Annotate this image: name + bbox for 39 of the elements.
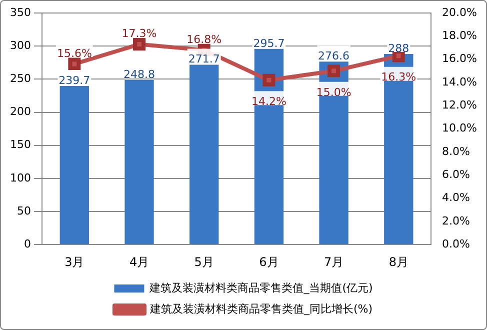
- y2-tick-label: 16.0%: [442, 52, 478, 66]
- data-label: 288: [388, 42, 410, 55]
- data-label: 276.6: [318, 49, 350, 62]
- data-label: 248.8: [124, 68, 156, 81]
- x-tick-label: 6月: [259, 254, 279, 269]
- data-label: 15.6%: [56, 46, 92, 60]
- y2-tick-label: 10.0%: [442, 122, 478, 135]
- y-tick-label: 0: [24, 237, 31, 250]
- data-label: 16.8%: [186, 32, 222, 46]
- x-tick-label: 3月: [64, 254, 84, 269]
- y-tick-label: 50: [16, 204, 31, 218]
- y-tick-label: 100: [10, 171, 31, 184]
- y2-tick-label: 4.0%: [442, 191, 470, 204]
- y-tick-label: 150: [10, 138, 31, 152]
- y2-tick-label: 12.0%: [442, 98, 478, 112]
- y2-tick-label: 6.0%: [442, 168, 470, 181]
- data-label: 16.3%: [381, 70, 416, 84]
- y-tick-label: 300: [10, 38, 31, 52]
- y2-tick-label: 2.0%: [442, 214, 470, 228]
- data-label: 15.0%: [316, 86, 352, 99]
- y2-tick-label: 8.0%: [442, 144, 470, 158]
- x-tick-label: 7月: [324, 254, 344, 269]
- data-label: 271.7: [188, 52, 220, 66]
- y2-tick-label: 0.0%: [442, 237, 470, 250]
- data-label: 14.2%: [251, 95, 286, 108]
- x-tick-label: 8月: [388, 254, 408, 269]
- x-tick-label: 4月: [129, 254, 150, 269]
- y2-tick-label: 14.0%: [442, 75, 478, 88]
- y2-tick-label: 18.0%: [442, 29, 478, 42]
- data-label: 17.3%: [122, 27, 157, 40]
- legend-label: 建筑及装潢材料类商品零售类值_当期值(亿元): [148, 281, 373, 294]
- legend-label: 建筑及装潢材料类商品零售类值_同比增长(%): [148, 302, 373, 316]
- y-tick-label: 250: [10, 72, 31, 86]
- y-tick-label: 200: [10, 105, 31, 118]
- y-tick-label: 350: [10, 6, 31, 19]
- data-label: 295.7: [253, 36, 285, 50]
- y2-tick-label: 20.0%: [442, 6, 478, 19]
- data-label: 239.7: [58, 74, 90, 87]
- x-tick-label: 5月: [194, 254, 214, 269]
